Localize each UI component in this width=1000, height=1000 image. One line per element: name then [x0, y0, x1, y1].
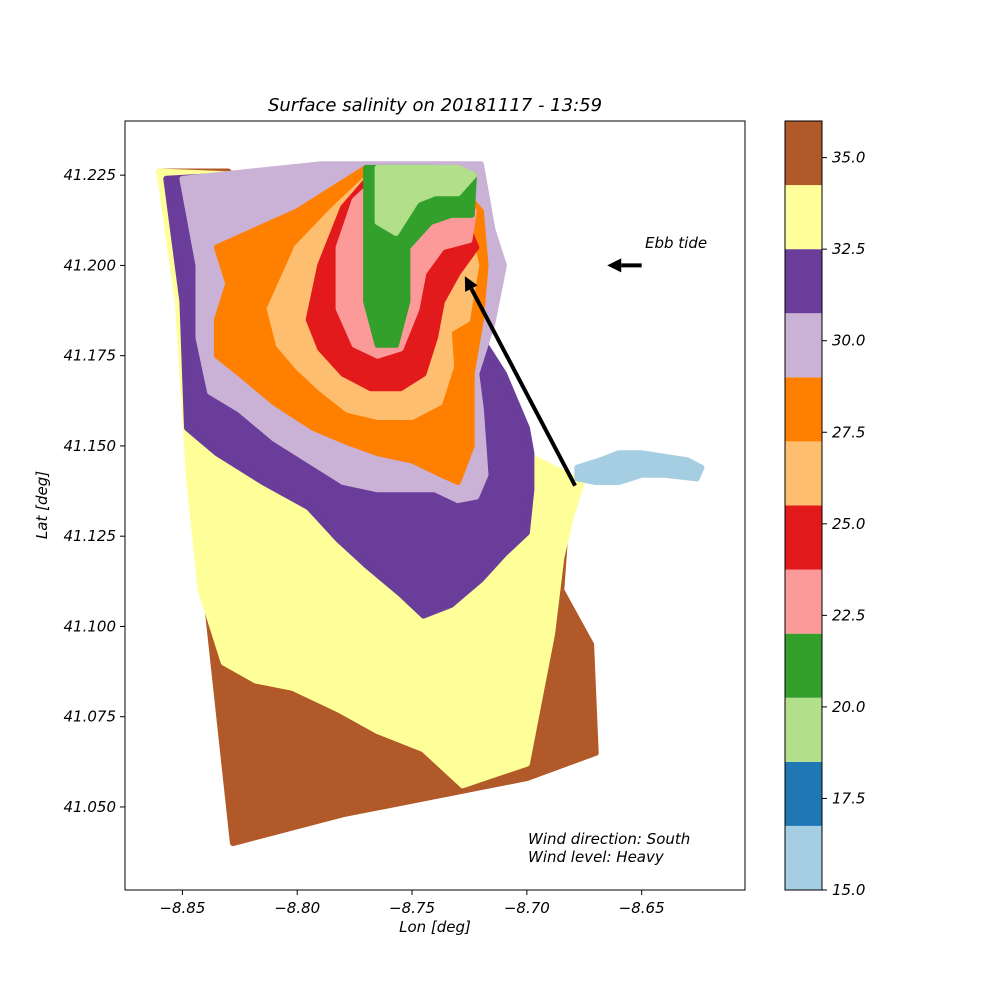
colorbar-tick-label: 17.5	[832, 789, 865, 807]
x-tick-label: −8.75	[389, 899, 435, 917]
colorbar-tick-label: 22.5	[832, 606, 865, 624]
colorbar-bin	[785, 505, 822, 570]
colorbar-bin	[785, 569, 822, 634]
colorbar-tick-label: 32.5	[832, 240, 865, 258]
y-tick-label: 41.075	[64, 708, 117, 726]
colorbar-tick-label: 20.0	[832, 698, 865, 716]
colorbar-bin	[785, 633, 822, 698]
y-tick-label: 41.150	[64, 437, 117, 455]
y-tick-label: 41.200	[64, 256, 117, 274]
x-axis: −8.85 −8.80 −8.75 −8.70 −8.65	[159, 890, 665, 917]
colorbar-bin	[785, 185, 822, 250]
y-axis: 41.050 41.075 41.100 41.125 41.150 41.175 41.2…	[64, 166, 125, 816]
colorbar-bin	[785, 761, 822, 826]
y-axis-label: Lat [deg]	[33, 471, 51, 539]
x-tick-label: −8.85	[159, 899, 205, 917]
ebb-tide-label: Ebb tide	[645, 234, 707, 252]
ebb-tide-arrow-head	[607, 258, 622, 273]
colorbar-bin	[785, 121, 822, 186]
colorbar-tick-label: 27.5	[832, 423, 865, 441]
y-tick-label: 41.175	[64, 347, 117, 365]
colorbar-bin	[785, 697, 822, 762]
colorbar-bin	[785, 377, 822, 442]
salinity-field	[156, 161, 705, 847]
region-estuary-plume	[574, 450, 705, 485]
colorbar-bin	[785, 441, 822, 506]
x-tick-label: −8.70	[504, 899, 550, 917]
chart-title: Surface salinity on 20181117 - 13:59	[268, 95, 602, 116]
colorbar-bin	[785, 249, 822, 314]
y-tick-label: 41.050	[64, 798, 117, 816]
colorbar-bin	[785, 825, 822, 890]
colorbar-tick-label: 15.0	[832, 881, 865, 899]
colorbar-tick-label: 30.0	[832, 332, 865, 350]
y-tick-label: 41.125	[64, 527, 117, 545]
wind-direction-label: Wind direction: South	[528, 830, 690, 848]
colorbar-tick-label: 35.0	[832, 149, 865, 167]
colorbar-bin	[785, 313, 822, 378]
arrow-layer	[464, 258, 642, 487]
x-tick-label: −8.65	[619, 899, 665, 917]
wind-arrow-shaft	[469, 287, 577, 487]
y-tick-label: 41.100	[64, 617, 117, 635]
wind-level-label: Wind level: Heavy	[528, 848, 665, 866]
wind-arrow-head	[464, 276, 478, 292]
region-lightgreen-band	[374, 164, 477, 236]
x-tick-label: −8.80	[274, 899, 320, 917]
colorbar-frame	[784, 120, 823, 891]
colorbar: 15.0 17.5 20.0 22.5 25.0 27.5 30.0 32.5 35.0	[784, 120, 865, 899]
x-axis-label: Lon [deg]	[399, 918, 471, 936]
colorbar-tick-label: 25.0	[832, 515, 865, 533]
plot-frame	[124, 120, 746, 891]
y-tick-label: 41.225	[64, 166, 117, 184]
